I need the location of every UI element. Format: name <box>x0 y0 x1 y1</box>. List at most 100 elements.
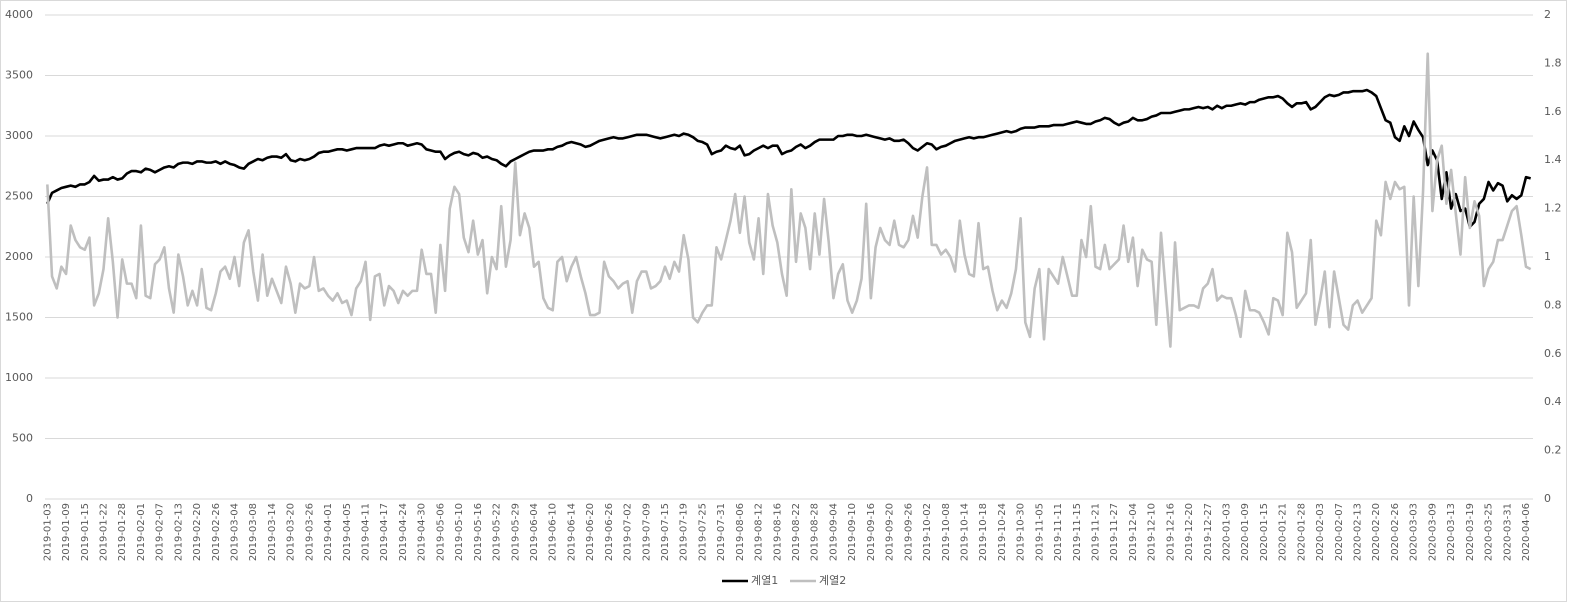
x-tick-label: 2019-08-06 <box>735 503 746 561</box>
x-tick-label: 2019-03-14 <box>267 503 278 561</box>
x-tick-label: 2020-02-07 <box>1334 503 1345 561</box>
x-tick-label: 2019-06-20 <box>585 503 596 561</box>
series-line <box>46 52 1532 348</box>
y-tick-label: 3000 <box>5 129 33 142</box>
x-tick-label: 2020-02-03 <box>1315 503 1326 561</box>
x-tick-label: 2019-03-04 <box>230 503 241 561</box>
x-tick-label: 2019-12-04 <box>1128 503 1139 561</box>
y2-tick-label: 1 <box>1544 250 1551 263</box>
x-tick-label: 2019-07-25 <box>697 503 708 561</box>
x-tick-label: 2020-01-28 <box>1296 503 1307 561</box>
y2-tick-label: 0.8 <box>1544 298 1562 311</box>
y-tick-label: 0 <box>26 492 33 505</box>
x-tick-label: 2019-11-27 <box>1109 503 1120 561</box>
y2-tick-label: 0.6 <box>1544 347 1562 360</box>
x-tick-label: 2019-10-08 <box>941 503 952 561</box>
y2-tick-label: 0.4 <box>1544 395 1562 408</box>
x-tick-label: 2019-10-02 <box>922 503 933 561</box>
x-tick-label: 2019-01-22 <box>98 503 109 561</box>
x-tick-label: 2020-01-21 <box>1278 503 1289 561</box>
x-tick-label: 2019-10-18 <box>978 503 989 561</box>
x-tick-label: 2019-05-10 <box>454 503 465 561</box>
y2-tick-label: 0.2 <box>1544 444 1562 457</box>
x-tick-label: 2019-01-28 <box>117 503 128 561</box>
x-tick-label: 2020-03-13 <box>1446 503 1457 561</box>
x-tick-label: 2019-09-16 <box>866 503 877 561</box>
y2-tick-label: 1.2 <box>1544 202 1562 215</box>
x-tick-label: 2019-02-01 <box>136 503 147 561</box>
x-tick-label: 2019-08-12 <box>754 503 765 561</box>
x-tick-label: 2019-11-11 <box>1053 503 1064 561</box>
x-tick-label: 2019-09-04 <box>828 503 839 561</box>
x-tick-label: 2020-03-19 <box>1465 503 1476 561</box>
x-tick-label: 2019-06-10 <box>548 503 559 561</box>
x-tick-label: 2019-08-28 <box>810 503 821 561</box>
x-tick-label: 2020-02-20 <box>1371 503 1382 561</box>
x-tick-label: 2019-03-20 <box>286 503 297 561</box>
x-tick-label: 2020-03-31 <box>1502 503 1513 561</box>
x-tick-label: 2019-02-07 <box>155 503 166 561</box>
y2-tick-label: 1.8 <box>1544 56 1562 69</box>
y2-tick-label: 2 <box>1544 8 1551 21</box>
x-tick-label: 2019-03-26 <box>304 503 315 561</box>
y2-tick-label: 1.4 <box>1544 153 1562 166</box>
x-tick-label: 2019-11-05 <box>1034 503 1045 561</box>
x-tick-label: 2019-04-01 <box>323 503 334 561</box>
x-tick-label: 2019-09-10 <box>847 503 858 561</box>
x-tick-label: 2020-01-15 <box>1259 503 1270 561</box>
legend-label: 계열2 <box>819 574 846 587</box>
y-tick-label: 1000 <box>5 371 33 384</box>
x-tick-label: 2019-12-16 <box>1165 503 1176 561</box>
x-tick-label: 2019-02-20 <box>192 503 203 561</box>
x-tick-label: 2020-03-09 <box>1427 503 1438 561</box>
x-tick-label: 2019-06-14 <box>566 503 577 561</box>
x-tick-label: 2019-07-19 <box>679 503 690 561</box>
x-tick-label: 2019-10-14 <box>959 503 970 561</box>
series-line <box>46 88 1531 229</box>
x-tick-label: 2019-09-26 <box>903 503 914 561</box>
x-tick-label: 2020-01-09 <box>1240 503 1251 561</box>
x-tick-label: 2019-08-22 <box>791 503 802 561</box>
x-tick-label: 2020-01-03 <box>1222 503 1233 561</box>
x-tick-label: 2019-10-30 <box>1016 503 1027 561</box>
x-tick-label: 2020-03-03 <box>1409 503 1420 561</box>
x-tick-label: 2019-01-09 <box>61 503 72 561</box>
x-tick-label: 2020-02-13 <box>1353 503 1364 561</box>
x-tick-label: 2019-12-20 <box>1184 503 1195 561</box>
x-tick-label: 2019-12-10 <box>1147 503 1158 561</box>
y-tick-label: 2000 <box>5 250 33 263</box>
x-tick-label: 2020-02-26 <box>1390 503 1401 561</box>
y-tick-label: 4000 <box>5 8 33 21</box>
x-tick-label: 2019-04-24 <box>398 503 409 561</box>
x-tick-label: 2019-05-06 <box>435 503 446 561</box>
x-tick-label: 2019-08-16 <box>772 503 783 561</box>
x-tick-label: 2019-02-13 <box>173 503 184 561</box>
x-tick-label: 2019-12-27 <box>1203 503 1214 561</box>
x-tick-label: 2019-09-20 <box>885 503 896 561</box>
x-tick-label: 2019-01-15 <box>80 503 91 561</box>
x-tick-label: 2020-03-25 <box>1484 503 1495 561</box>
x-tick-label: 2019-05-29 <box>510 503 521 561</box>
legend-label: 계열1 <box>751 574 778 587</box>
x-tick-label: 2019-06-04 <box>529 503 540 561</box>
x-tick-label: 2019-07-09 <box>641 503 652 561</box>
x-tick-label: 2019-05-22 <box>492 503 503 561</box>
x-tick-label: 2019-06-26 <box>604 503 615 561</box>
x-tick-label: 2019-04-17 <box>379 503 390 561</box>
x-tick-label: 2019-04-05 <box>342 503 353 561</box>
x-tick-label: 2019-10-24 <box>997 503 1008 561</box>
x-tick-label: 2019-01-03 <box>42 503 53 561</box>
x-tick-label: 2019-05-16 <box>473 503 484 561</box>
y-tick-label: 2500 <box>5 190 33 203</box>
x-tick-label: 2019-03-08 <box>248 503 259 561</box>
x-tick-label: 2019-04-30 <box>417 503 428 561</box>
x-tick-label: 2019-07-15 <box>660 503 671 561</box>
x-tick-label: 2019-07-02 <box>623 503 634 561</box>
x-tick-label: 2019-11-21 <box>1090 503 1101 561</box>
x-tick-label: 2019-11-15 <box>1072 503 1083 561</box>
y2-tick-label: 1.6 <box>1544 105 1562 118</box>
x-tick-label: 2019-04-11 <box>361 503 372 561</box>
y-tick-label: 3500 <box>5 69 33 82</box>
